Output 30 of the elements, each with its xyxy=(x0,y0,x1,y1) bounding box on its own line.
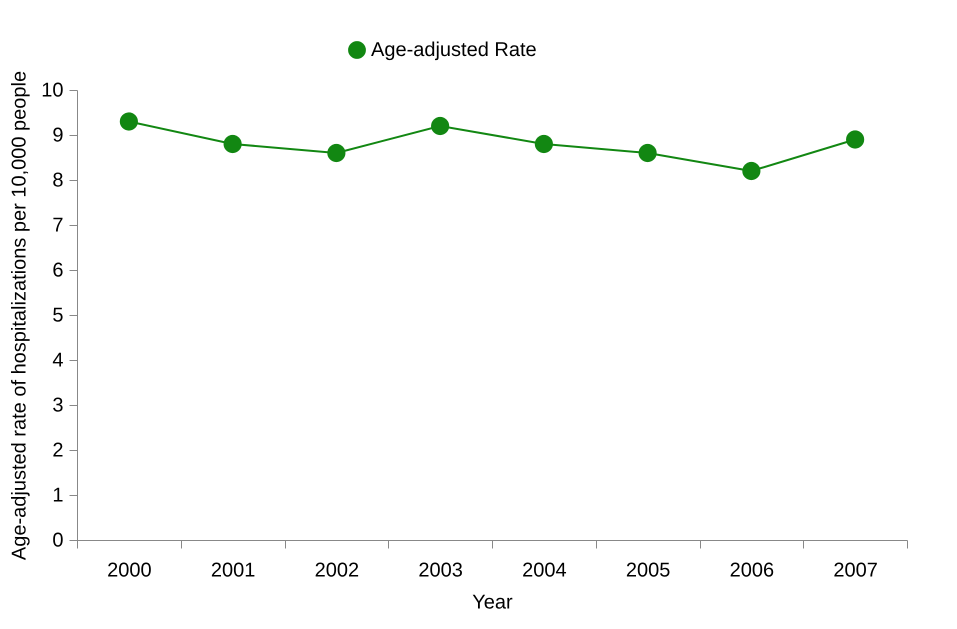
point xyxy=(224,134,242,154)
x-tick-label: 2003 xyxy=(418,560,463,582)
x-tick-label: 2002 xyxy=(314,560,360,582)
y-tick-label: 8 xyxy=(52,170,64,192)
point xyxy=(327,144,346,162)
y-tick-label: 3 xyxy=(52,394,64,416)
y-tick-label: 0 xyxy=(52,530,64,552)
y-tick-label: 10 xyxy=(41,80,64,102)
point xyxy=(638,144,657,162)
x-tick-label: 2006 xyxy=(730,560,774,582)
y-tick-label: 4 xyxy=(52,350,64,372)
point xyxy=(846,130,864,149)
point xyxy=(534,134,553,154)
y-tick-label: 7 xyxy=(52,214,64,236)
x-tick-label: 2001 xyxy=(210,560,256,582)
legend-label: Age-adjusted Rate xyxy=(371,39,537,61)
point xyxy=(431,116,450,136)
y-tick-label: 9 xyxy=(52,124,64,146)
x-tick-label: 2004 xyxy=(522,560,567,582)
x-axis-title: Year xyxy=(472,592,514,614)
y-tick-label: 2 xyxy=(52,440,64,462)
x-tick-label: 2007 xyxy=(833,560,878,582)
point xyxy=(120,112,138,131)
y-axis-title: Age-adjusted rate of hospitalizations per 10,000 people xyxy=(8,70,30,560)
y-tick-label: 6 xyxy=(52,260,64,282)
x-tick-label: 2000 xyxy=(107,560,152,582)
point xyxy=(742,162,760,180)
x-tick-label: 2005 xyxy=(626,560,670,582)
y-tick-label: 5 xyxy=(52,304,64,326)
y-tick-label: 1 xyxy=(52,484,64,506)
